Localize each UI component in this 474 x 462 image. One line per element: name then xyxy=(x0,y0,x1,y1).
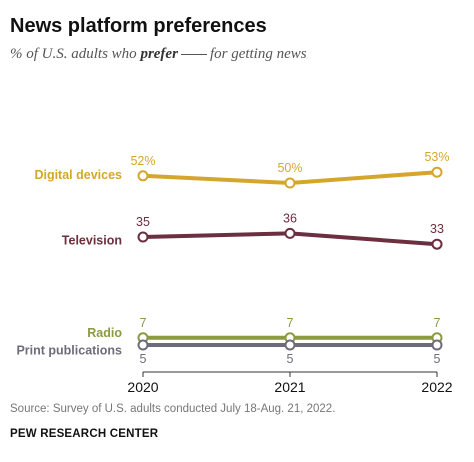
data-label: 50% xyxy=(277,161,302,175)
data-point xyxy=(284,177,296,189)
data-point xyxy=(137,339,149,351)
data-label: 35 xyxy=(136,215,150,229)
data-label: 5 xyxy=(287,352,294,366)
data-label: 5 xyxy=(140,352,147,366)
data-label: 7 xyxy=(287,316,294,330)
x-tick-label: 2020 xyxy=(127,379,158,395)
data-label: 7 xyxy=(434,316,441,330)
data-point xyxy=(431,339,443,351)
source-note: Source: Survey of U.S. adults conducted … xyxy=(10,403,336,415)
subtitle-blank xyxy=(180,54,207,55)
data-point xyxy=(431,238,443,250)
line-chart: 2020 2021 2022 Digital devices 52% 50% 53% Tele… xyxy=(16,150,452,395)
series-name-label: Radio xyxy=(87,326,122,340)
data-label: 53% xyxy=(424,150,449,164)
data-point xyxy=(431,166,443,178)
series-name-label: Print publications xyxy=(16,343,122,357)
data-label: 7 xyxy=(140,316,147,330)
subtitle-emphasis: prefer xyxy=(140,46,178,62)
subtitle-prefix: % of U.S. adults who xyxy=(10,46,141,62)
data-label: 33 xyxy=(430,222,444,236)
data-point xyxy=(137,231,149,243)
series-name-label: Television xyxy=(62,233,122,247)
x-tick-label: 2022 xyxy=(421,379,452,395)
data-label: 36 xyxy=(283,211,297,225)
subtitle-suffix: for getting news xyxy=(209,46,307,62)
data-point xyxy=(284,339,296,351)
organization-name: PEW RESEARCH CENTER xyxy=(10,428,159,440)
data-label: 52% xyxy=(130,154,155,168)
x-tick-label: 2021 xyxy=(274,379,305,395)
data-point xyxy=(284,227,296,239)
data-point xyxy=(137,170,149,182)
chart-title: News platform preferences xyxy=(10,15,267,37)
data-label: 5 xyxy=(434,352,441,366)
series-name-label: Digital devices xyxy=(34,168,122,182)
chart-subtitle: % of U.S. adults who prefer for getting n… xyxy=(10,46,307,63)
